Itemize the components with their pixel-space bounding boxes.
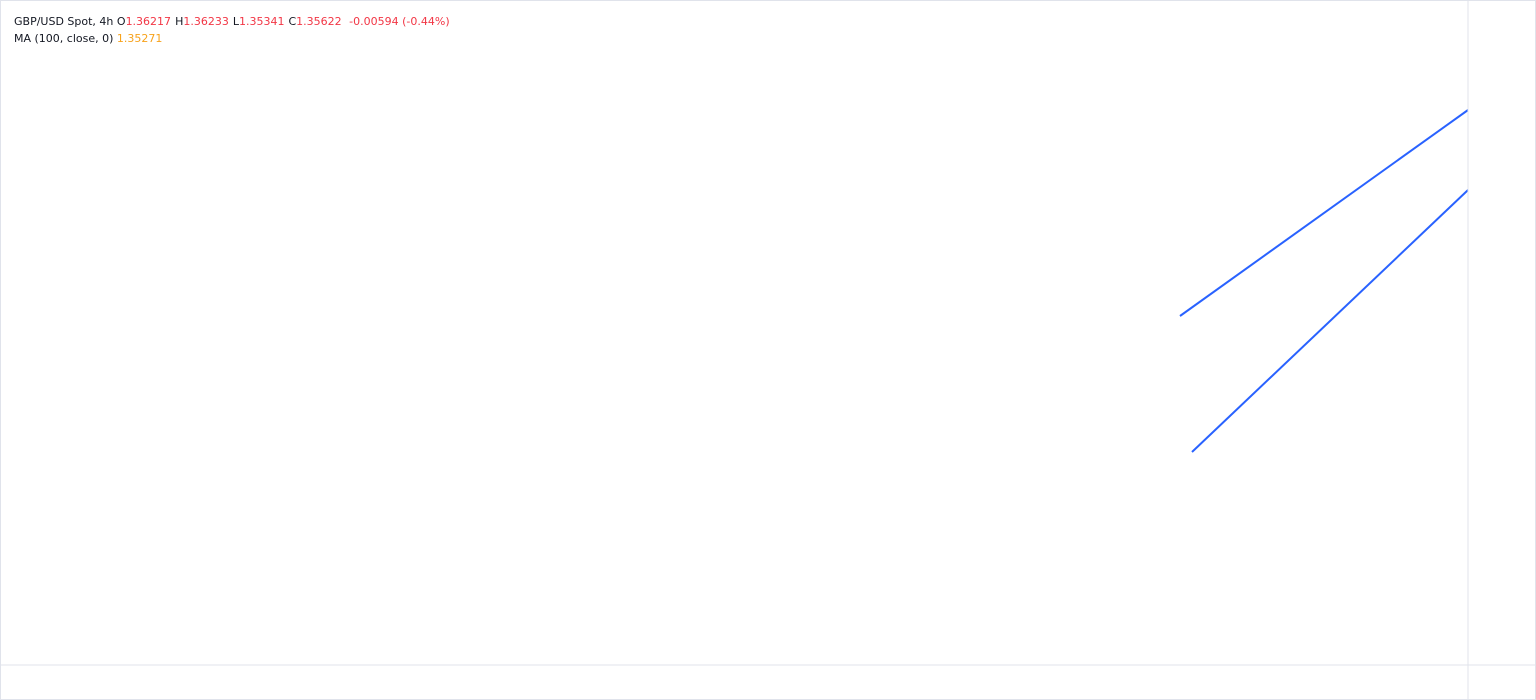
ohlc-value: 1.36217 [125,15,172,28]
indicator-name: MA (100, close, 0) [14,32,114,45]
change: -0.00594 (-0.44%) [349,15,450,28]
ohlc-label: H [175,15,184,28]
ohlc-label: O [116,15,126,28]
ohlc-value: 1.35622 [296,15,342,28]
ohlc-label: C [288,15,297,28]
ohlc: O1.36217 H1.36233 L1.35341 C1.35622 [117,15,346,28]
channel-upper [1179,109,1469,317]
legend-row: MA (100, close, 0) 1.35271 [14,30,450,47]
legend: GBP/USD Spot, 4h O1.36217 H1.36233 L1.3534… [14,13,450,47]
legend-row: GBP/USD Spot, 4h O1.36217 H1.36233 L1.3534… [14,13,450,30]
ohlc-value: 1.35341 [238,15,285,28]
symbol-title: GBP/USD Spot, 4h [14,15,114,28]
indicator-value: 1.35271 [116,32,163,45]
channel-lower [1191,189,1469,453]
ohlc-label: L [232,15,239,28]
ohlc-value: 1.36233 [183,15,229,28]
